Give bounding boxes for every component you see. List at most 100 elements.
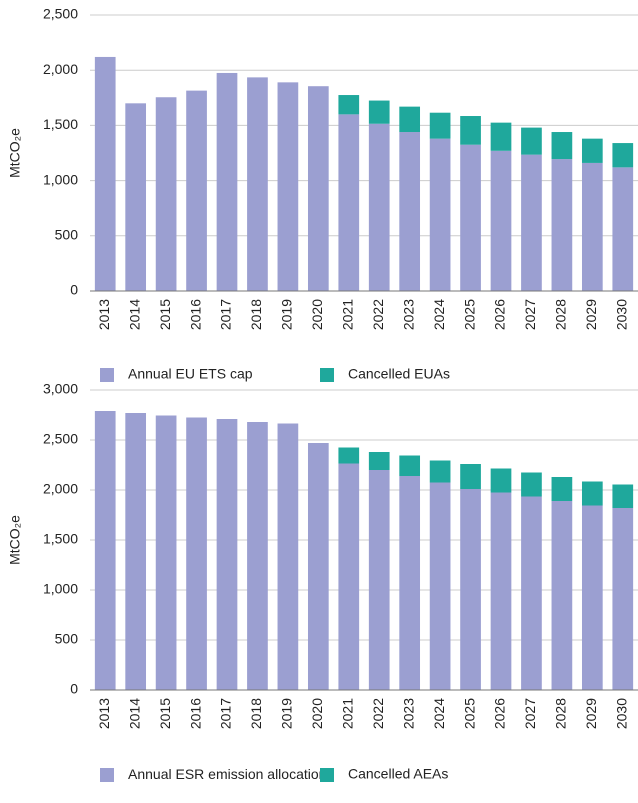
bar-segment <box>490 468 512 493</box>
bar-segment <box>490 122 512 151</box>
y-axis-label: MtCO₂e <box>7 128 23 178</box>
bar-segment <box>429 138 451 291</box>
bar-segment <box>460 144 481 291</box>
bar-segment <box>368 470 390 690</box>
legend-swatch <box>320 768 334 782</box>
chart: 0 500 1,000 1,500 2,000 2,500 3,000 MtCO₂e 2013 2… <box>7 381 638 782</box>
y-tick-label: 3,000 <box>43 381 78 397</box>
x-tick-label: 2022 <box>370 299 386 330</box>
x-tick-label: 2019 <box>279 299 295 330</box>
bar-segment <box>612 508 634 690</box>
bar-segment <box>521 154 542 291</box>
x-tick-label: 2014 <box>126 299 142 330</box>
bar-segment <box>612 143 634 168</box>
bar-segment <box>307 443 329 690</box>
y-tick-label: 2,000 <box>43 61 78 77</box>
x-tick-label: 2024 <box>431 698 447 729</box>
x-tick-label: 2016 <box>187 299 203 330</box>
x-tick-label: 2026 <box>492 698 508 729</box>
legend-label: Cancelled EUAs <box>348 366 450 382</box>
y-tick-label: 1,000 <box>43 171 78 187</box>
bar-segment <box>277 82 299 292</box>
x-tick-label: 2018 <box>248 698 264 729</box>
bar-segment <box>216 72 238 292</box>
bar-segment <box>490 150 512 291</box>
bar-segment <box>429 460 451 483</box>
x-tick-label: 2021 <box>339 698 355 729</box>
y-tick-label: 500 <box>55 631 79 647</box>
bar-segment <box>460 464 481 489</box>
bar-segment <box>338 447 360 464</box>
x-tick-label: 2020 <box>309 299 325 330</box>
x-tick-label: 2015 <box>157 698 173 729</box>
bar-segment <box>186 417 207 690</box>
bar-segment <box>94 411 116 690</box>
x-tick-label: 2026 <box>492 299 508 330</box>
x-tick-label: 2022 <box>370 698 386 729</box>
bar-segment <box>490 492 512 690</box>
bar-segment <box>368 100 390 124</box>
y-axis-label: MtCO₂e <box>7 515 23 565</box>
y-tick-label: 1,500 <box>43 116 78 132</box>
bar-segment <box>247 422 268 690</box>
bar-segment <box>338 463 360 690</box>
bar-segment <box>460 489 481 690</box>
y-tick-label: 500 <box>55 227 79 243</box>
x-tick-label: 2020 <box>309 698 325 729</box>
bar-segment <box>551 159 573 291</box>
bar-segment <box>521 127 542 155</box>
bar-segment <box>307 86 329 291</box>
x-tick-label: 2030 <box>613 299 629 330</box>
bar-segment <box>612 484 634 508</box>
bar-segment <box>551 132 573 160</box>
x-tick-label: 2015 <box>157 299 173 330</box>
legend-swatch <box>100 368 114 382</box>
y-tick-label: 2,500 <box>43 6 78 22</box>
x-tick-label: 2023 <box>400 698 416 729</box>
bar-segment <box>155 97 177 291</box>
bar-segment <box>399 106 421 133</box>
y-tick-label: 1,500 <box>43 531 78 547</box>
bar-segment <box>460 116 481 145</box>
bar-segment <box>581 505 603 690</box>
x-tick-label: 2021 <box>339 299 355 330</box>
x-tick-label: 2016 <box>187 698 203 729</box>
bar-segment <box>521 496 542 690</box>
x-tick-label: 2017 <box>218 299 234 330</box>
x-tick-label: 2025 <box>461 299 477 330</box>
x-tick-label: 2013 <box>96 299 112 330</box>
x-tick-label: 2028 <box>553 698 569 729</box>
x-tick-label: 2014 <box>126 698 142 729</box>
bar-segment <box>581 162 603 291</box>
bar-segment <box>125 413 147 690</box>
bar-segment <box>429 112 451 139</box>
bar-segment <box>399 455 421 476</box>
x-tick-label: 2017 <box>218 698 234 729</box>
x-tick-label: 2029 <box>583 299 599 330</box>
y-tick-label: 0 <box>70 681 78 697</box>
legend-swatch <box>320 368 334 382</box>
x-tick-label: 2027 <box>522 698 538 729</box>
bar-segment <box>399 476 421 690</box>
bar-segment <box>521 472 542 497</box>
legend-swatch <box>100 768 114 782</box>
bar-segment <box>551 501 573 690</box>
chart: 0 500 1,000 1,500 2,000 2,500 MtCO₂e 2013 2014 20… <box>7 6 638 382</box>
bar-segment <box>429 482 451 690</box>
legend-label: Annual EU ETS cap <box>128 366 253 382</box>
bar-segment <box>277 423 299 690</box>
bar-segment <box>125 103 147 291</box>
y-tick-label: 2,500 <box>43 431 78 447</box>
x-tick-label: 2018 <box>248 299 264 330</box>
bar-segment <box>338 95 360 115</box>
x-tick-label: 2013 <box>96 698 112 729</box>
legend-label: Annual ESR emission allocations <box>128 766 333 782</box>
y-tick-label: 0 <box>70 282 78 298</box>
bar-segment <box>94 56 116 292</box>
bar-segment <box>551 477 573 501</box>
x-tick-label: 2023 <box>400 299 416 330</box>
bar-segment <box>399 132 421 291</box>
bar-segment <box>247 77 268 291</box>
bar-segment <box>581 138 603 163</box>
